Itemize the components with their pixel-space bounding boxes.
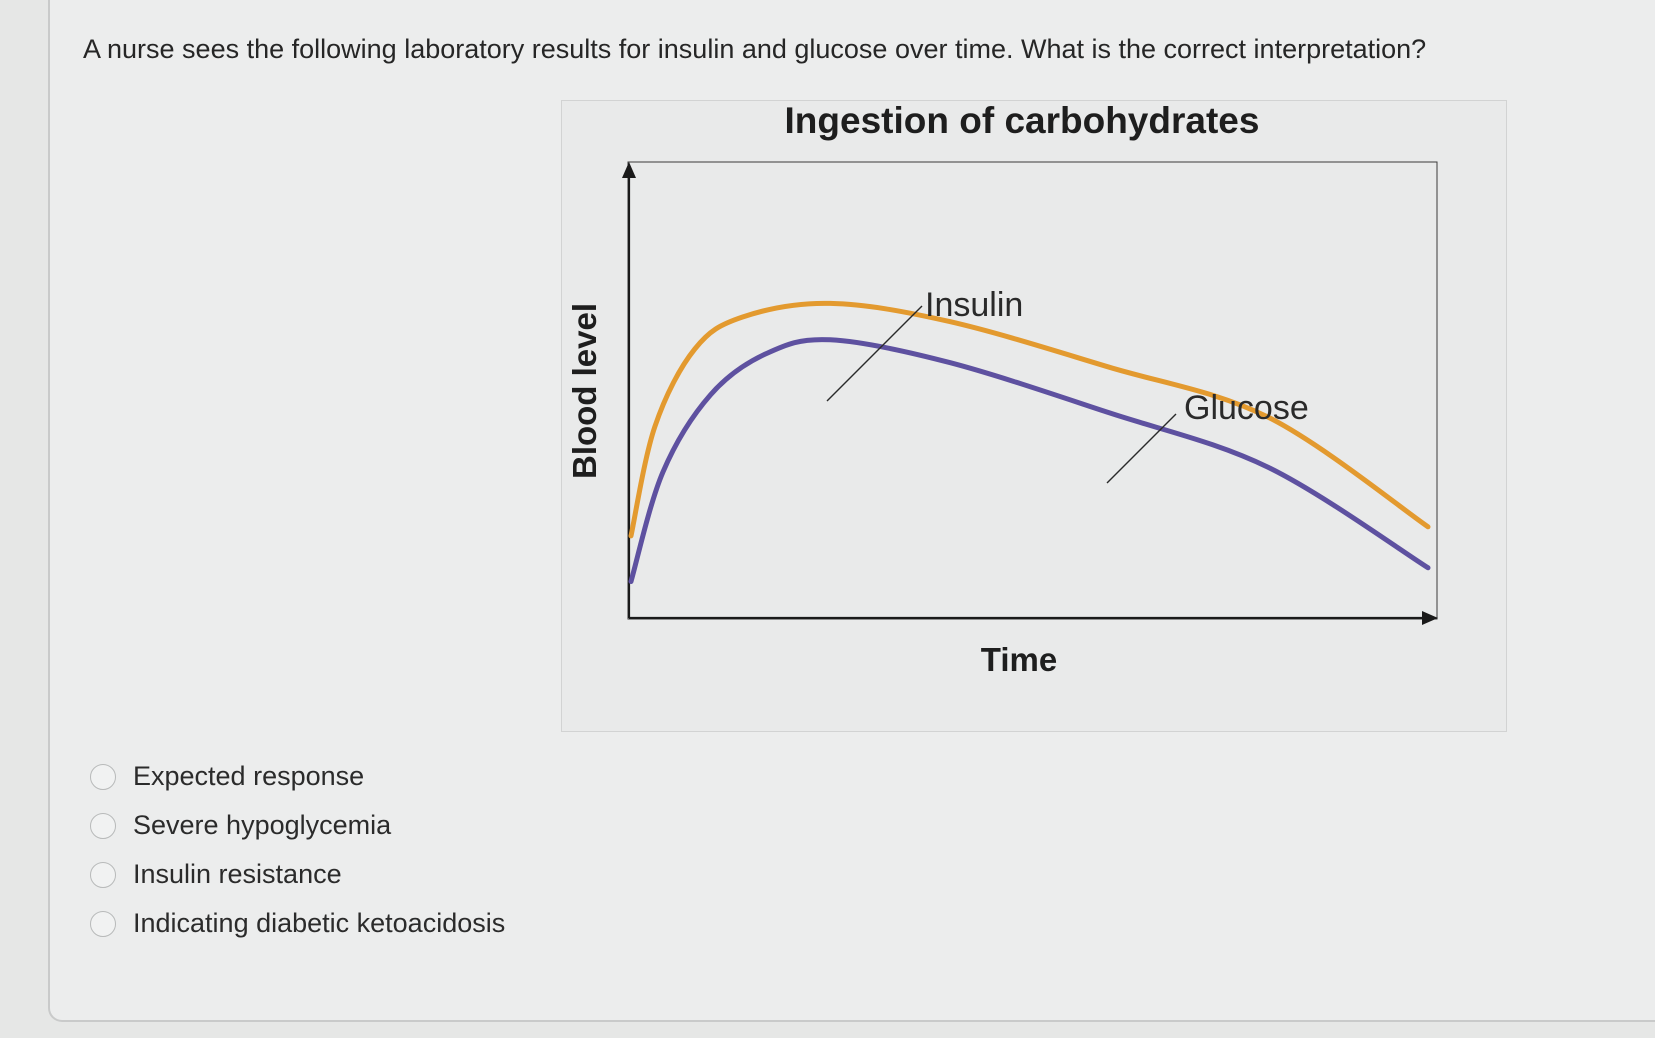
y-axis-arrowhead <box>622 162 636 178</box>
chart-title: Ingestion of carbohydrates <box>785 101 1260 141</box>
radio-button[interactable] <box>90 763 116 790</box>
chart-svg: Ingestion of carbohydrates Blood level T… <box>566 101 1438 678</box>
option-diabetic-ketoacidosis[interactable]: Indicating diabetic ketoacidosis <box>90 899 505 948</box>
insulin-series-label: Insulin <box>925 286 1023 324</box>
option-label: Indicating diabetic ketoacidosis <box>133 908 506 938</box>
question-text: A nurse sees the following laboratory re… <box>83 34 1427 64</box>
glucose-leader-line <box>1106 413 1177 484</box>
option-severe-hypoglycemia[interactable]: Severe hypoglycemia <box>90 801 505 850</box>
insulin-leader-line <box>826 305 923 402</box>
y-axis-label: Blood level <box>566 303 603 479</box>
glucose-series-label: Glucose <box>1184 389 1309 427</box>
radio-button[interactable] <box>90 812 116 839</box>
answer-options: Expected response Severe hypoglycemia In… <box>90 752 505 948</box>
option-label: Severe hypoglycemia <box>133 810 392 840</box>
glucose-series-line <box>628 337 1431 584</box>
radio-button[interactable] <box>90 861 116 888</box>
option-insulin-resistance[interactable]: Insulin resistance <box>90 850 505 899</box>
option-label: Insulin resistance <box>133 859 342 889</box>
x-axis-arrowhead <box>1422 611 1438 625</box>
x-axis-label: Time <box>981 641 1057 678</box>
plot-frame <box>627 161 1438 620</box>
insulin-series-line <box>628 300 1431 539</box>
radio-button[interactable] <box>90 910 116 937</box>
series-layer <box>628 300 1431 584</box>
option-label: Expected response <box>133 761 365 791</box>
chart-figure: Ingestion of carbohydrates Blood level T… <box>561 100 1507 732</box>
option-expected-response[interactable]: Expected response <box>90 752 505 801</box>
